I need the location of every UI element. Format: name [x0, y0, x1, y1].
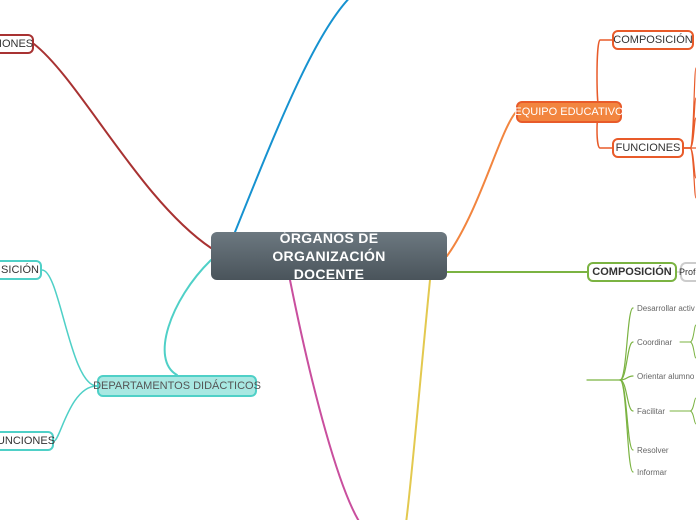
departamentos-node[interactable]: DEPARTAMENTOS DIDÁCTICOS [97, 375, 257, 397]
dep-composicion-node[interactable]: SICIÓN [0, 260, 42, 280]
tiny-desarrollar: Desarrollar activ [635, 303, 696, 314]
tiny-coordinar: Coordinar [635, 337, 674, 348]
tiny-orientar: Orientar alumno [635, 371, 696, 382]
green-profesor-node[interactable]: Profesor [680, 262, 696, 282]
central-line1: ÓRGANOS DE ORGANIZACIÓN [272, 230, 385, 264]
equipo-educativo-node[interactable]: EQUIPO EDUCATIVO [516, 101, 622, 123]
tiny-resolver: Resolver [635, 445, 671, 456]
dep-funciones-node[interactable]: UNCIONES [0, 431, 54, 451]
central-line2: DOCENTE [294, 266, 365, 282]
green-composicion-node[interactable]: COMPOSICIÓN [587, 262, 677, 282]
central-node[interactable]: ÓRGANOS DE ORGANIZACIÓN DOCENTE [211, 232, 447, 280]
tiny-informar: Informar [635, 467, 669, 478]
tiny-facilitar: Facilitar [635, 406, 667, 417]
eq-funciones-node[interactable]: FUNCIONES [612, 138, 684, 158]
eq-composicion-node[interactable]: COMPOSICIÓN [612, 30, 694, 50]
topleft-partial-node[interactable]: IONES [0, 34, 34, 54]
